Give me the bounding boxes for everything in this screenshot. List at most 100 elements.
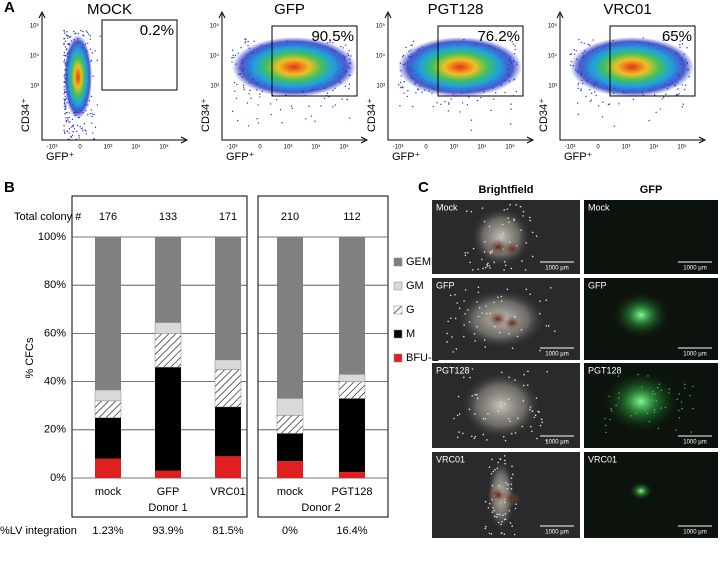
cell bbox=[471, 368, 474, 370]
event-dot bbox=[577, 82, 580, 84]
bar-segment bbox=[277, 461, 303, 478]
cell bbox=[507, 398, 510, 401]
cell bbox=[545, 299, 548, 301]
event-dot bbox=[91, 115, 93, 118]
gate bbox=[437, 25, 524, 97]
cell bbox=[668, 388, 671, 390]
y-axis-label: CD34⁺ bbox=[538, 98, 550, 132]
event-dot bbox=[90, 95, 93, 98]
micrograph bbox=[584, 278, 718, 360]
cell bbox=[508, 509, 511, 512]
cell bbox=[531, 430, 533, 433]
cell bbox=[470, 435, 473, 438]
gate-percent: 65% bbox=[662, 28, 692, 45]
cell bbox=[610, 408, 612, 410]
event-dot bbox=[334, 104, 336, 106]
event-dot bbox=[279, 109, 282, 111]
event-dot bbox=[269, 103, 272, 105]
y-tick-label: 10³ bbox=[30, 84, 39, 90]
y-axis-label: % CFCs bbox=[24, 337, 36, 378]
bar-segment bbox=[154, 333, 182, 368]
event-dot bbox=[411, 44, 413, 46]
cell bbox=[471, 395, 473, 397]
bar-segment bbox=[339, 237, 365, 375]
cell bbox=[644, 408, 646, 411]
cell bbox=[657, 427, 660, 430]
event-dot bbox=[63, 29, 65, 32]
event-dot bbox=[240, 46, 242, 49]
total-colony: 176 bbox=[99, 211, 117, 223]
x-tick-label: 10³ bbox=[284, 145, 293, 151]
scale-label: 1000 µm bbox=[683, 530, 706, 536]
event-dot bbox=[405, 46, 407, 49]
cell bbox=[497, 461, 499, 464]
event-dot bbox=[400, 86, 402, 89]
event-dot bbox=[403, 81, 405, 83]
x-tick-label: 10⁴ bbox=[649, 144, 659, 151]
cell bbox=[497, 296, 499, 299]
scale-label: 1000 µm bbox=[545, 440, 568, 446]
event-dot bbox=[91, 122, 93, 124]
event-dot bbox=[70, 136, 73, 138]
event-dot bbox=[490, 109, 492, 112]
event-dot bbox=[72, 125, 74, 128]
cell bbox=[504, 462, 506, 465]
image-label: PGT128 bbox=[436, 365, 470, 375]
cell bbox=[464, 251, 467, 254]
cell bbox=[668, 392, 670, 394]
event-dot bbox=[613, 125, 616, 127]
gate bbox=[609, 25, 696, 97]
cell bbox=[490, 472, 493, 475]
event-dot bbox=[257, 104, 259, 106]
cell bbox=[503, 455, 506, 457]
cell bbox=[508, 333, 510, 335]
event-dot bbox=[74, 32, 77, 34]
cell bbox=[530, 425, 532, 428]
cell bbox=[497, 410, 500, 413]
cell bbox=[541, 421, 543, 424]
integration-value: 1.23% bbox=[92, 525, 123, 537]
scale-label: 1000 µm bbox=[545, 352, 568, 358]
y-tick-label: 10⁴ bbox=[548, 53, 558, 60]
x-axis-label: GFP⁺ bbox=[46, 151, 75, 163]
y-tick-label: 10⁵ bbox=[548, 23, 558, 30]
cell bbox=[504, 439, 507, 442]
event-dot bbox=[597, 105, 600, 107]
x-tick-label: 10⁵ bbox=[677, 144, 687, 151]
y-tick-label: 40% bbox=[44, 376, 66, 388]
event-dot bbox=[310, 115, 313, 117]
cell bbox=[647, 375, 649, 377]
event-dot bbox=[440, 103, 442, 105]
event-dot bbox=[450, 98, 452, 100]
cell bbox=[526, 384, 529, 386]
event-dot bbox=[503, 39, 506, 42]
event-dot bbox=[82, 34, 84, 36]
event-dot bbox=[87, 33, 90, 35]
cell bbox=[531, 231, 534, 234]
colony-core bbox=[488, 487, 508, 503]
cell bbox=[684, 387, 686, 389]
fluorescence bbox=[601, 369, 681, 434]
event-dot bbox=[63, 42, 65, 45]
gate bbox=[271, 25, 358, 97]
cell bbox=[604, 417, 606, 420]
event-dot bbox=[83, 35, 85, 37]
cell bbox=[527, 370, 529, 373]
event-dot bbox=[341, 98, 343, 100]
column-header: GFP bbox=[640, 184, 663, 196]
cell bbox=[486, 263, 488, 266]
cell bbox=[453, 417, 455, 420]
event-dot bbox=[573, 49, 575, 51]
cell bbox=[514, 379, 516, 382]
y-tick-label: 10³ bbox=[548, 84, 557, 90]
event-dot bbox=[93, 113, 95, 116]
cell bbox=[511, 525, 513, 527]
cell bbox=[508, 376, 510, 379]
cell bbox=[476, 325, 478, 328]
event-dot bbox=[677, 88, 679, 90]
density-cloud bbox=[232, 37, 356, 97]
cell bbox=[503, 533, 506, 536]
cell bbox=[692, 385, 694, 388]
axis-arrow bbox=[384, 10, 392, 19]
total-colony: 171 bbox=[219, 211, 237, 223]
